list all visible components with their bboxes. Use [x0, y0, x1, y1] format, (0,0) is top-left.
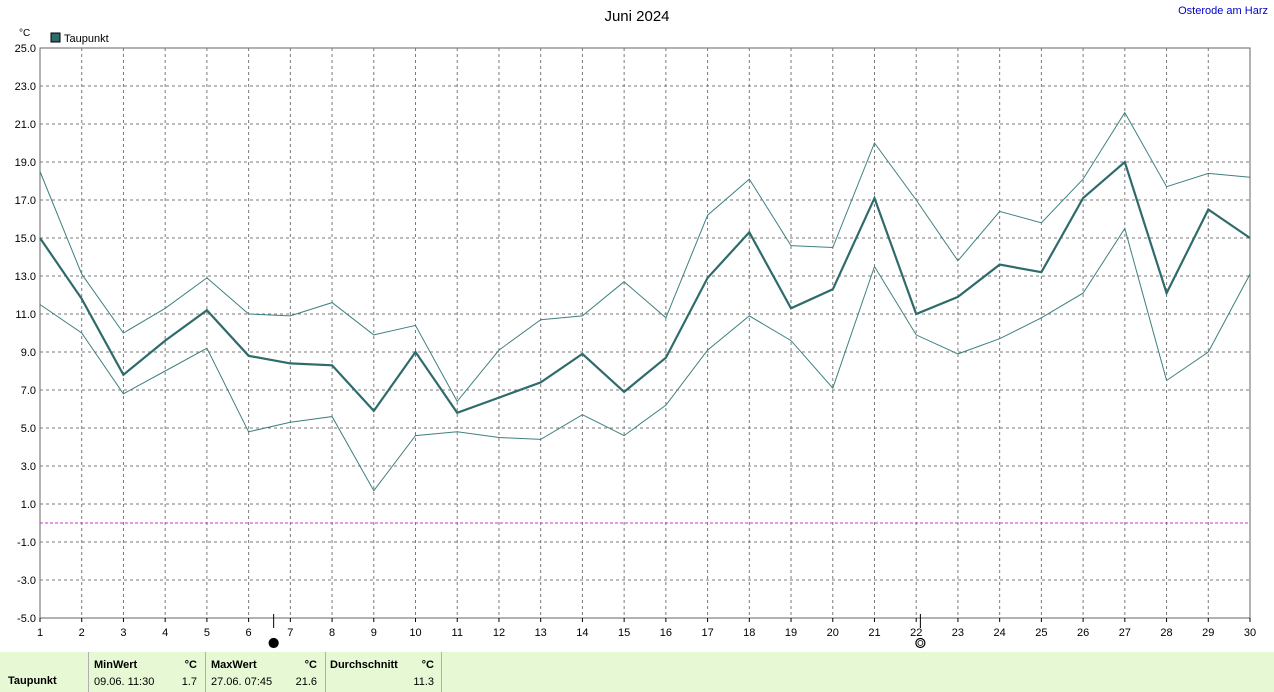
y-tick-label: 1.0	[21, 499, 36, 511]
legend-swatch	[50, 32, 61, 43]
moon-markers	[268, 614, 926, 649]
x-tick-label: 15	[618, 627, 630, 639]
x-tick-label: 16	[660, 627, 672, 639]
max-unit: °C	[304, 659, 317, 671]
x-tick-label: 1	[37, 627, 43, 639]
x-tick-label: 27	[1119, 627, 1131, 639]
legend-label: Taupunkt	[64, 33, 109, 45]
y-tick-label: 7.0	[21, 385, 36, 397]
x-tick-label: 4	[162, 627, 168, 639]
daily-max-line	[39, 111, 1251, 403]
summary-footer: Taupunkt MinWert °C 09.06. 11:30 1.7 Max…	[0, 652, 1274, 692]
x-tick-label: 6	[246, 627, 252, 639]
x-tick-label: 22	[910, 627, 922, 639]
x-tick-label: 25	[1035, 627, 1047, 639]
min-unit: °C	[184, 659, 197, 671]
footer-row-label-cell: Taupunkt	[0, 652, 89, 692]
y-tick-label: 5.0	[21, 423, 36, 435]
max-datetime: 27.06. 07:45	[211, 676, 273, 688]
avg-unit: °C	[421, 659, 434, 671]
x-tick-label: 26	[1077, 627, 1089, 639]
min-value-cell: MinWert °C 09.06. 11:30 1.7	[89, 652, 206, 692]
x-tick-label: 20	[827, 627, 839, 639]
x-tick-label: 2	[79, 627, 85, 639]
x-tick-label: 30	[1244, 627, 1256, 639]
y-tick-label: 15.0	[15, 233, 36, 245]
y-unit-label: °C	[19, 28, 30, 39]
full-moon-icon-inner	[917, 640, 924, 646]
y-tick-label: -3.0	[17, 575, 36, 587]
axes: 25.023.021.019.017.015.013.011.09.07.05.…	[15, 43, 1257, 639]
y-tick-label: 3.0	[21, 461, 36, 473]
min-value: 1.7	[181, 676, 197, 688]
max-label: MaxWert	[211, 659, 257, 671]
x-tick-label: 23	[952, 627, 964, 639]
x-tick-label: 11	[452, 627, 463, 639]
x-tick-label: 12	[493, 627, 505, 639]
chart-title: Juni 2024	[604, 8, 669, 25]
avg-value: 11.3	[413, 676, 434, 688]
x-tick-label: 10	[409, 627, 421, 639]
x-tick-label: 18	[743, 627, 755, 639]
x-tick-label: 28	[1160, 627, 1172, 639]
y-tick-label: -1.0	[17, 537, 36, 549]
avg-label: Durchschnitt	[330, 659, 398, 671]
grid	[39, 47, 1251, 619]
x-tick-label: 3	[120, 627, 126, 639]
daily-min-line	[39, 227, 1251, 492]
y-tick-label: 19.0	[15, 157, 36, 169]
max-value: 21.6	[295, 676, 317, 688]
x-tick-label: 7	[287, 627, 293, 639]
x-tick-label: 17	[701, 627, 713, 639]
taupunkt-line	[39, 160, 1251, 415]
y-tick-label: 11.0	[15, 309, 36, 321]
x-tick-label: 14	[576, 627, 588, 639]
x-tick-label: 19	[785, 627, 797, 639]
y-tick-label: 23.0	[15, 81, 36, 93]
min-datetime: 09.06. 11:30	[94, 676, 155, 688]
x-tick-label: 5	[204, 627, 210, 639]
x-tick-label: 13	[535, 627, 547, 639]
series-lines	[39, 111, 1251, 492]
x-tick-label: 9	[371, 627, 377, 639]
plot-frame	[39, 47, 1251, 619]
x-tick-label: 21	[868, 627, 880, 639]
max-value-cell: MaxWert °C 27.06. 07:45 21.6	[206, 652, 326, 692]
average-cell: Durchschnitt °C 11.3	[326, 652, 442, 692]
y-tick-label: 9.0	[21, 347, 36, 359]
x-tick-label: 8	[329, 627, 335, 639]
y-tick-label: 13.0	[15, 271, 36, 283]
footer-row-label: Taupunkt	[8, 675, 57, 687]
full-moon-icon	[915, 637, 926, 649]
y-tick-label: -5.0	[17, 613, 36, 625]
x-tick-label: 29	[1202, 627, 1214, 639]
station-name: Osterode am Harz	[1178, 5, 1268, 17]
new-moon-icon	[268, 637, 279, 649]
y-tick-label: 25.0	[15, 43, 36, 55]
y-tick-label: 21.0	[15, 119, 36, 131]
min-label: MinWert	[94, 659, 138, 671]
x-tick-label: 24	[994, 627, 1006, 639]
y-tick-label: 17.0	[15, 195, 36, 207]
chart: 25.023.021.019.017.015.013.011.09.07.05.…	[15, 8, 1257, 649]
